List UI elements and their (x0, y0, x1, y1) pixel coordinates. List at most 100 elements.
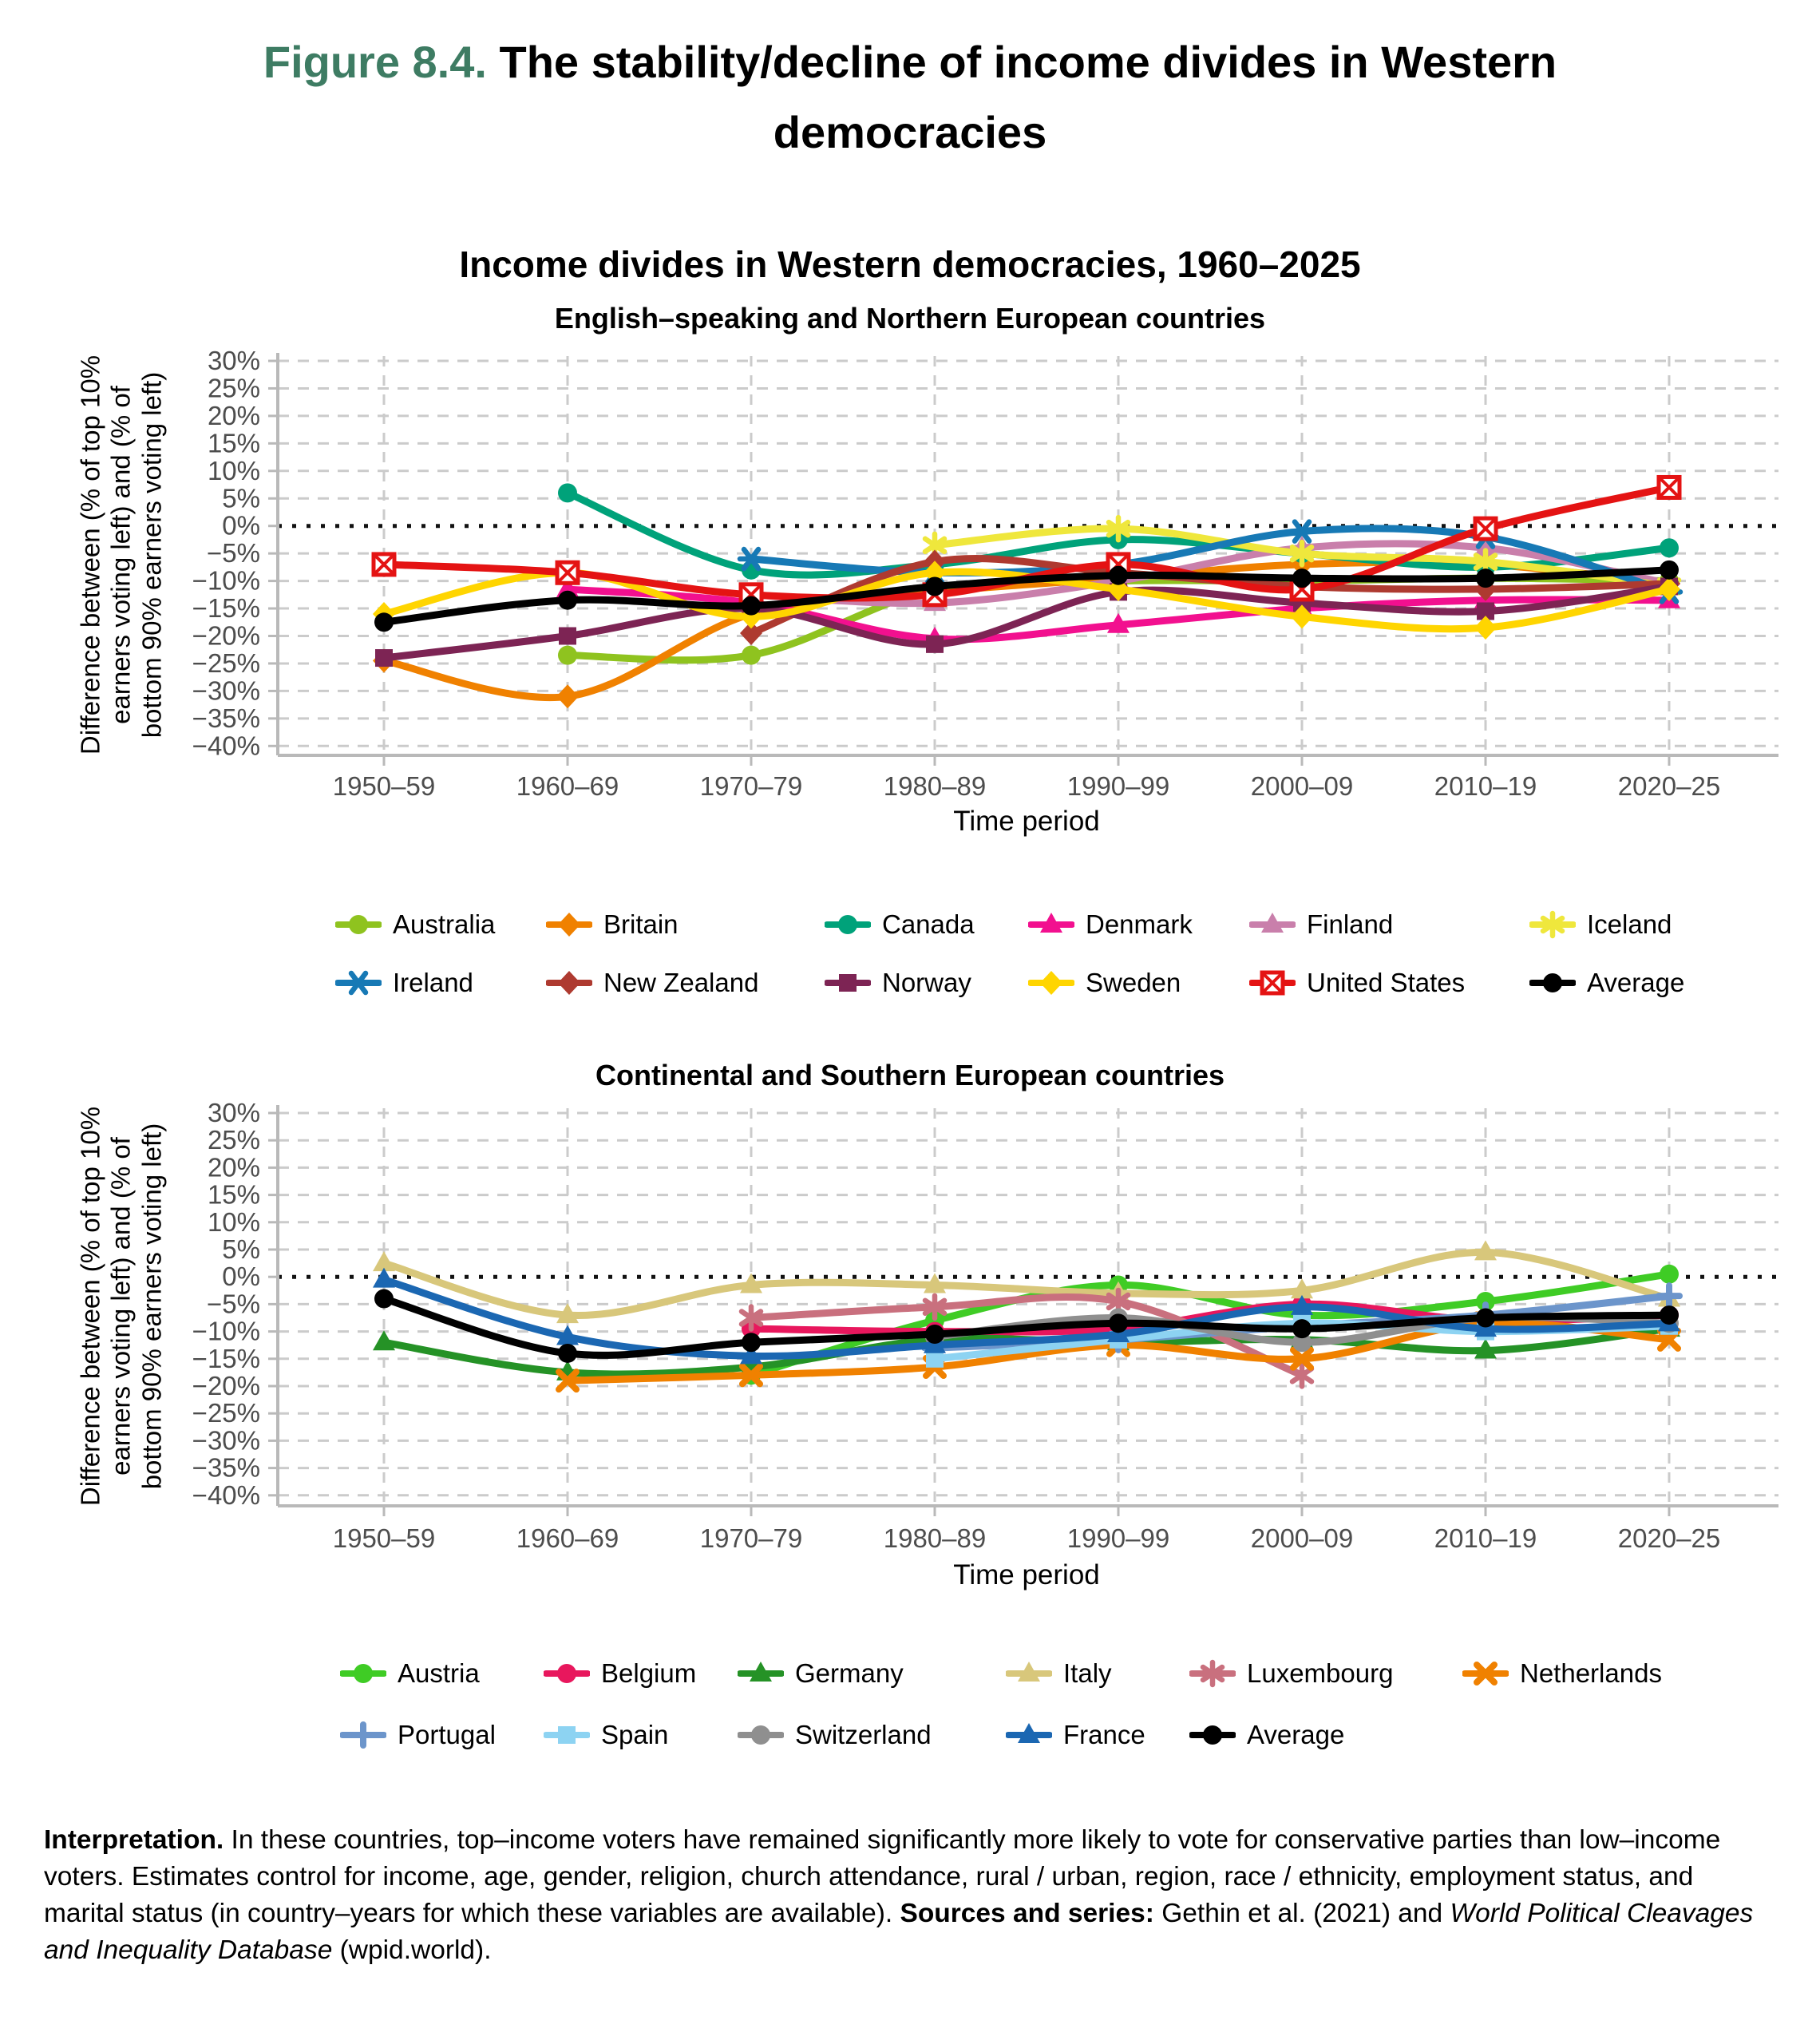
legend-key-belgium-icon (544, 1664, 590, 1683)
legend-label-spain: Spain (601, 1720, 669, 1749)
legend-label-average: Average (1247, 1720, 1345, 1749)
series-line-france (380, 1276, 1673, 1361)
y-tick-label: −20% (192, 1371, 260, 1400)
y-tick-label: −40% (192, 731, 260, 760)
sources-label: Sources and series: (900, 1898, 1154, 1928)
y-tick-label: −25% (192, 648, 260, 678)
legend-item-spain: Spain (544, 1719, 668, 1751)
y-tick-label: 5% (222, 483, 260, 513)
legend-item-australia: Australia (335, 909, 495, 941)
legend-item-average: Average (1529, 967, 1684, 999)
y-tick-label: −30% (192, 675, 260, 705)
x-tick-label: 1970–79 (700, 1523, 802, 1553)
series-markers-average (374, 1289, 1679, 1363)
x-tick-label: 1970–79 (700, 771, 802, 801)
legend-item-iceland: Iceland (1529, 909, 1672, 941)
legend-label-italy: Italy (1063, 1658, 1112, 1688)
legend-key-new-zealand-icon (546, 971, 592, 995)
sources-pre: Gethin et al. (2021) and (1153, 1898, 1450, 1928)
y-tick-label: 20% (208, 401, 260, 430)
legend-label-britain: Britain (603, 909, 679, 939)
legend-item-luxembourg: Luxembourg (1189, 1658, 1393, 1689)
series-line-austria (747, 1270, 1673, 1379)
legend-label-ireland: Ireland (393, 968, 473, 997)
y-tick-label: −35% (192, 1453, 260, 1483)
legend-key-canada-icon (825, 915, 871, 934)
series-luxembourg (738, 1287, 1315, 1389)
legend-item-portugal: Portugal (340, 1719, 496, 1751)
bottom-panel-subtitle: Continental and Southern European countr… (595, 1059, 1225, 1091)
y-tick-label: 10% (208, 1207, 260, 1237)
y-tick-label: 20% (208, 1152, 260, 1182)
x-tick-label: 2020–25 (1618, 771, 1720, 801)
y-tick-label: 25% (208, 373, 260, 402)
legend-key-norway-icon (825, 974, 871, 992)
sources-post: (wpid.world). (332, 1935, 492, 1965)
x-tick-label: 2000–09 (1251, 1523, 1353, 1553)
x-tick-label: 2000–09 (1251, 771, 1353, 801)
legend-item-belgium: Belgium (544, 1658, 696, 1689)
figure-title-line2: democracies (773, 107, 1047, 158)
legend-key-ireland-icon (335, 970, 382, 996)
y-tick-label: 0% (222, 511, 260, 541)
legend-item-france: France (1006, 1719, 1145, 1751)
legend-key-australia-icon (335, 915, 382, 934)
series-average (374, 1289, 1679, 1363)
x-tick-label: 2010–19 (1434, 771, 1537, 801)
legend-label-average: Average (1587, 968, 1685, 997)
legend-label-norway: Norway (882, 968, 971, 997)
x-tick-label: 1950–59 (333, 1523, 435, 1553)
legend-key-average-icon (1189, 1725, 1236, 1745)
x-tick-label: 2020–25 (1618, 1523, 1720, 1553)
legend-item-canada: Canada (825, 909, 975, 941)
figure-title-line1: Figure 8.4. The stability/decline of inc… (0, 27, 1820, 97)
legend-item-italy: Italy (1006, 1658, 1112, 1689)
axes: 30%25%20%15%10%5%0%−5%−10%−15%−20%−25%−3… (192, 1098, 1778, 1590)
top-panel-subtitle: English–speaking and Northern European c… (554, 302, 1266, 335)
y-tick-label: −30% (192, 1425, 260, 1455)
x-axis-title: Time period (953, 806, 1100, 837)
legend-label-iceland: Iceland (1587, 909, 1672, 939)
top-legend-row-2: Ireland New Zealand Norway Sweden United Sta… (335, 960, 1769, 1006)
series (373, 1240, 1683, 1393)
legend-key-germany-icon (738, 1662, 784, 1682)
x-tick-label: 2010–19 (1434, 1523, 1537, 1553)
grid (278, 1108, 1778, 1506)
series-line-luxembourg (747, 1293, 1306, 1379)
y-tick-label: −20% (192, 621, 260, 651)
y-tick-label: 5% (222, 1234, 260, 1264)
x-tick-label: 1960–69 (516, 1523, 619, 1553)
x-axis-title: Time period (953, 1559, 1100, 1590)
y-tick-label: −5% (207, 538, 260, 568)
figure-title: Figure 8.4. The stability/decline of inc… (0, 27, 1820, 168)
series-markers-average (374, 560, 1679, 632)
legend-item-sweden: Sweden (1028, 967, 1181, 999)
y-tick-label: 30% (208, 346, 260, 375)
top-legend-row-1: Australia Britain Canada Denmark Finland Icel… (335, 901, 1769, 948)
x-tick-label: 1960–69 (516, 771, 619, 801)
legend-label-germany: Germany (795, 1658, 904, 1688)
interpretation-body: In these countries, top–income voters ha… (44, 1825, 1721, 1928)
series-average (374, 560, 1679, 632)
legend-item-germany: Germany (738, 1658, 904, 1689)
legend-label-portugal: Portugal (398, 1720, 496, 1749)
y-tick-label: 0% (222, 1262, 260, 1291)
top-chart-svg: 30%25%20%15%10%5%0%−5%−10%−15%−20%−25%−3… (192, 346, 1778, 837)
legend-item-finland: Finland (1249, 909, 1393, 941)
legend-label-finland: Finland (1307, 909, 1394, 939)
legend-item-netherlands: Netherlands (1462, 1658, 1662, 1689)
bottom-legend-row-2: Portugal Spain Switzerland France Average (340, 1712, 1702, 1758)
series-line-norway (380, 582, 1673, 662)
y-tick-label: −40% (192, 1480, 260, 1510)
bottom-legend-row-1: Austria Belgium Germany Italy Luxembourg Neth… (340, 1650, 1702, 1697)
legend-key-denmark-icon (1028, 913, 1074, 933)
x-tick-label: 1980–89 (884, 771, 986, 801)
legend-label-canada: Canada (882, 909, 975, 939)
chart-main-title: Income divides in Western democracies, 1… (459, 244, 1361, 285)
legend-item-denmark: Denmark (1028, 909, 1193, 941)
legend-item-britain: Britain (546, 909, 679, 941)
series-markers-luxembourg (738, 1287, 1315, 1389)
legend-key-sweden-icon (1028, 971, 1074, 995)
axes: 30%25%20%15%10%5%0%−5%−10%−15%−20%−25%−3… (192, 346, 1778, 837)
y-tick-label: 15% (208, 428, 260, 458)
